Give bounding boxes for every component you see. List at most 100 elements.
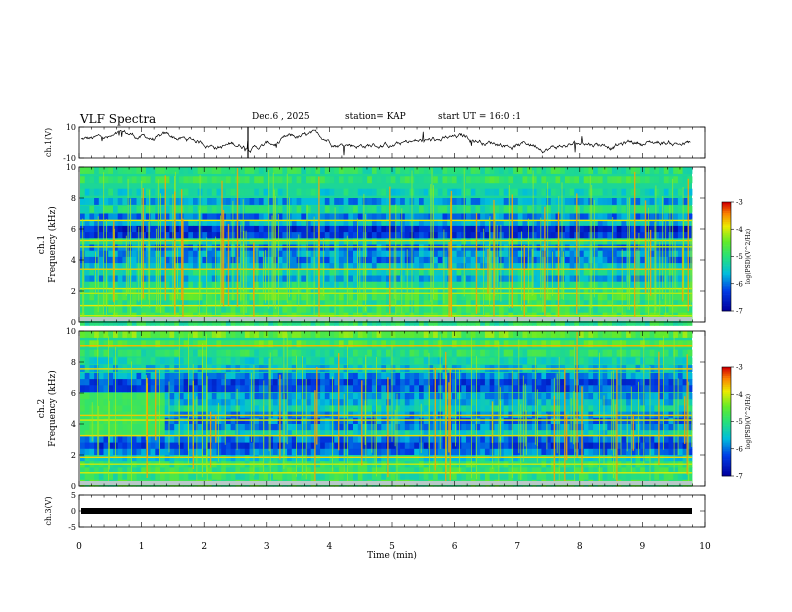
spectrogram-cell bbox=[381, 399, 387, 407]
spectrogram-cell bbox=[338, 294, 344, 301]
spectrogram-cell bbox=[546, 405, 552, 413]
spectrogram-cell bbox=[155, 213, 161, 221]
spectrogram-cell bbox=[98, 275, 104, 283]
spectrogram-cell bbox=[659, 385, 665, 393]
spectrogram-cell bbox=[433, 238, 439, 246]
spectrogram-cell bbox=[621, 287, 627, 295]
spectrogram-cell bbox=[414, 349, 420, 357]
spectrogram-cell bbox=[84, 263, 90, 270]
spectrogram-cell bbox=[381, 256, 387, 264]
spectrogram-cell bbox=[122, 306, 128, 314]
spectrogram-cell bbox=[499, 393, 505, 400]
spectrogram-cell bbox=[131, 238, 137, 246]
spectrogram-cell bbox=[240, 417, 246, 425]
spectrogram-cell bbox=[456, 405, 462, 413]
spectrogram-cell bbox=[164, 399, 170, 407]
spectrogram-cell bbox=[207, 287, 213, 295]
spectrogram-cell bbox=[315, 331, 321, 338]
spectrogram-cell bbox=[475, 300, 481, 308]
spectrogram-cell bbox=[249, 399, 255, 407]
spectrogram-cell bbox=[546, 188, 552, 196]
spectrogram-cell bbox=[546, 250, 552, 258]
spectrogram-cell bbox=[517, 188, 523, 196]
spectrogram-cell bbox=[433, 198, 439, 205]
spectrogram-cell bbox=[654, 281, 660, 289]
spectrogram-cell bbox=[470, 393, 476, 400]
spectrogram-cell bbox=[324, 167, 330, 174]
spectrogram-cell bbox=[390, 340, 396, 348]
sferic-streak bbox=[659, 241, 661, 320]
spectrogram-cell bbox=[386, 198, 392, 205]
spectrogram-cell bbox=[136, 306, 142, 314]
spectrogram-cell bbox=[277, 287, 283, 295]
spectrogram-cell bbox=[546, 372, 552, 380]
spectrogram-cell bbox=[621, 399, 627, 407]
sferic-streak bbox=[286, 173, 288, 303]
spectrogram-cell bbox=[315, 405, 321, 413]
spectrogram-cell bbox=[367, 232, 373, 239]
spectrogram-cell bbox=[593, 385, 599, 393]
spectrogram-cell bbox=[315, 263, 321, 270]
spectrogram-cell bbox=[320, 219, 326, 227]
spectrogram-cell bbox=[329, 405, 335, 413]
spectrogram-cell bbox=[654, 198, 660, 205]
spectrogram-cell bbox=[329, 238, 335, 246]
spectrogram-cell bbox=[522, 275, 528, 283]
spectrogram-cell bbox=[113, 213, 119, 221]
spectrogram-cell bbox=[555, 393, 561, 400]
sferic-streak bbox=[578, 206, 580, 310]
spectrogram-cell bbox=[338, 385, 344, 393]
spectrogram-cell bbox=[338, 176, 344, 184]
spectrogram-cell bbox=[145, 357, 151, 365]
spectrogram-cell bbox=[588, 198, 594, 205]
sferic-streak bbox=[528, 218, 529, 304]
spectrogram-cell bbox=[174, 306, 180, 314]
spectrogram-cell bbox=[386, 167, 392, 174]
spectrogram-cell bbox=[178, 349, 184, 357]
spectrogram-cell bbox=[419, 275, 425, 283]
spectrogram-cell bbox=[216, 294, 222, 301]
spectrogram-cell bbox=[508, 244, 514, 252]
spectrogram-cell bbox=[621, 205, 627, 213]
spectrogram-cell bbox=[456, 399, 462, 407]
spectrogram-cell bbox=[94, 372, 100, 380]
spectrogram-cell bbox=[442, 219, 448, 227]
spectrogram-cell bbox=[597, 219, 603, 227]
spectrogram-cell bbox=[536, 287, 542, 295]
spectrogram-cell bbox=[268, 188, 274, 196]
spectrogram-cell bbox=[371, 300, 377, 308]
spectrogram-cell bbox=[541, 250, 547, 258]
spectrogram-cell bbox=[381, 275, 387, 283]
spectrogram-cell bbox=[517, 379, 523, 386]
spectrogram-cell bbox=[84, 244, 90, 252]
spectrogram-cell bbox=[357, 232, 363, 239]
spectrogram-cell bbox=[480, 275, 486, 283]
spectrogram-cell bbox=[480, 393, 486, 400]
spectrogram-cell bbox=[583, 281, 589, 289]
spectrogram-cell bbox=[612, 167, 618, 174]
spectrogram-cell bbox=[626, 213, 632, 221]
spectrogram-cell bbox=[362, 167, 368, 174]
sferic-streak bbox=[665, 219, 667, 319]
spectrogram-cell bbox=[362, 176, 368, 184]
spectrogram-cell bbox=[414, 238, 420, 246]
spectrogram-cell bbox=[240, 232, 246, 239]
spectrogram-cell bbox=[131, 188, 137, 196]
spectrogram-cell bbox=[320, 263, 326, 270]
spectrogram-cell bbox=[531, 281, 537, 289]
spectrogram-cell bbox=[230, 306, 236, 314]
spectrogram-cell bbox=[423, 269, 429, 277]
spectrogram-cell bbox=[338, 306, 344, 314]
spectrogram-cell bbox=[310, 176, 316, 184]
spectrogram-cell bbox=[122, 213, 128, 221]
spectrogram-cell bbox=[513, 281, 519, 289]
spectrogram-cell bbox=[395, 250, 401, 258]
spectrogram-cell bbox=[291, 250, 297, 258]
spectrogram-cell bbox=[324, 294, 330, 301]
spectrogram-cell bbox=[141, 385, 147, 393]
spectrogram-cell bbox=[98, 331, 104, 338]
spectrogram-cell bbox=[527, 213, 533, 221]
spectrogram-cell bbox=[338, 263, 344, 270]
spectrogram-cell bbox=[291, 232, 297, 239]
spectrogram-cell bbox=[291, 225, 297, 233]
